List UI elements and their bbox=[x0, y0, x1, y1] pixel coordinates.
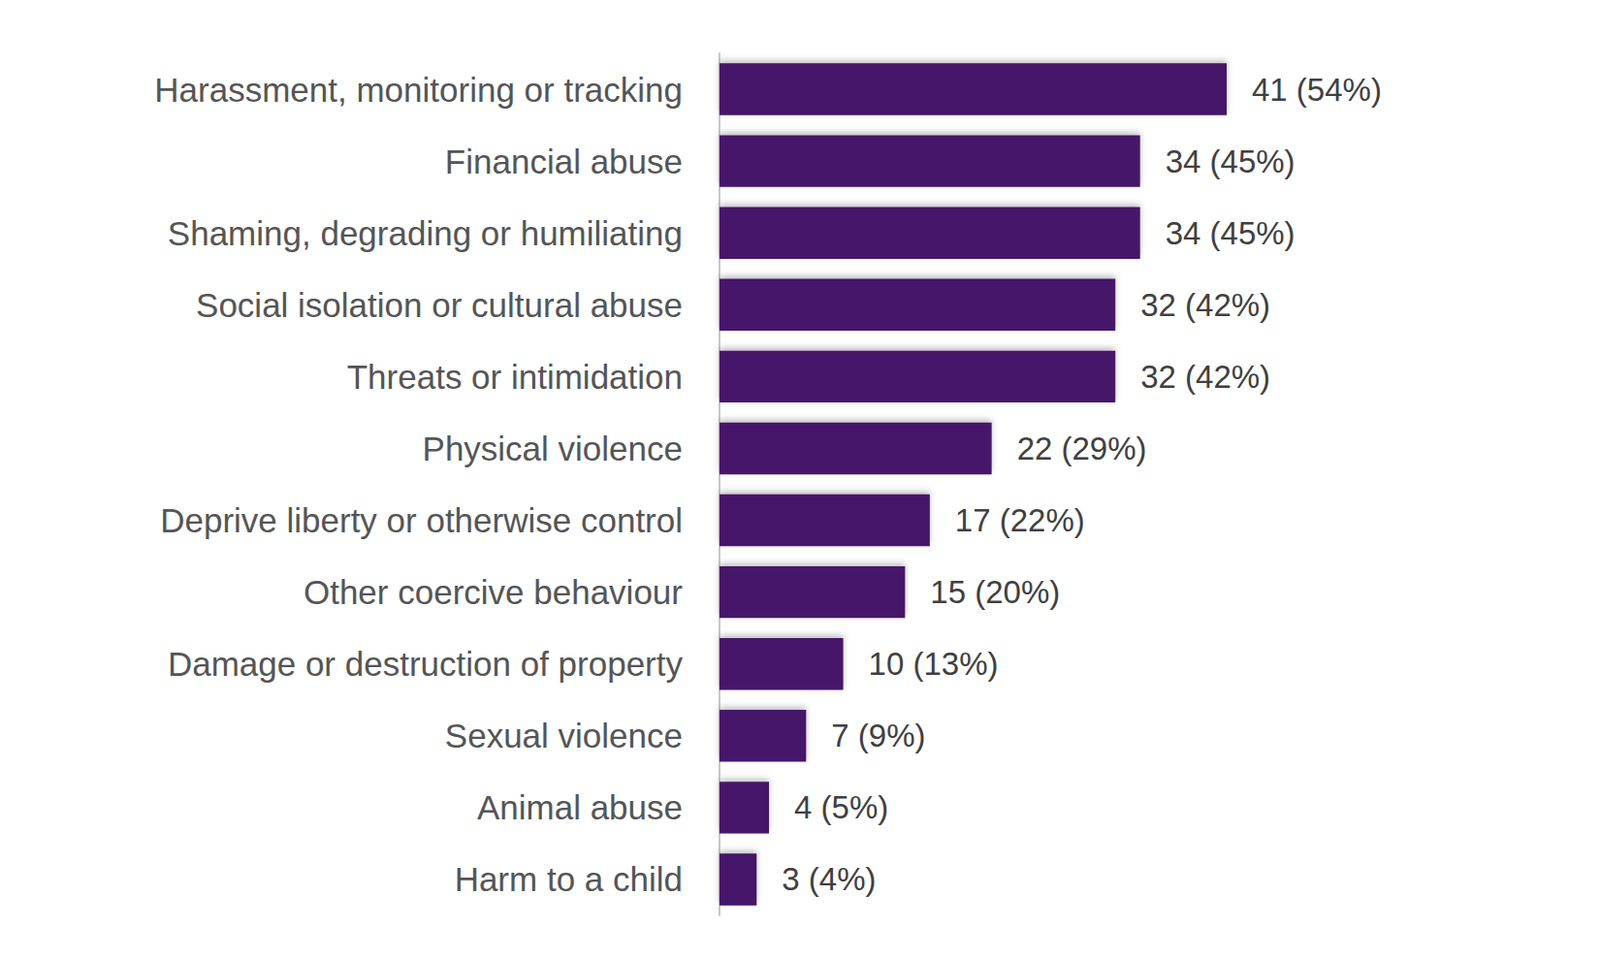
svg-text:32 (42%): 32 (42%) bbox=[1140, 287, 1271, 323]
svg-text:32 (42%): 32 (42%) bbox=[1140, 358, 1271, 395]
svg-text:Damage or destruction of prope: Damage or destruction of property bbox=[167, 644, 684, 683]
svg-text:Sexual violence: Sexual violence bbox=[445, 716, 683, 755]
svg-text:17 (22%): 17 (22%) bbox=[955, 502, 1086, 539]
svg-text:Animal abuse: Animal abuse bbox=[477, 788, 683, 827]
svg-text:22 (29%): 22 (29%) bbox=[1017, 430, 1148, 467]
svg-text:Deprive liberty or otherwise c: Deprive liberty or otherwise control bbox=[160, 501, 683, 540]
svg-text:34 (45%): 34 (45%) bbox=[1165, 143, 1296, 180]
svg-text:Financial abuse: Financial abuse bbox=[445, 142, 683, 181]
svg-text:Social isolation or cultural a: Social isolation or cultural abuse bbox=[195, 286, 683, 324]
svg-text:Threats or intimidation: Threats or intimidation bbox=[347, 357, 683, 396]
svg-text:34 (45%): 34 (45%) bbox=[1165, 215, 1296, 252]
svg-text:Harm to a child: Harm to a child bbox=[454, 860, 683, 898]
svg-text:Other coercive behaviour: Other coercive behaviour bbox=[303, 573, 683, 611]
svg-text:41 (54%): 41 (54%) bbox=[1251, 71, 1382, 108]
svg-text:15 (20%): 15 (20%) bbox=[929, 574, 1060, 610]
svg-text:Harassment, monitoring or trac: Harassment, monitoring or tracking bbox=[154, 70, 683, 109]
svg-text:Physical violence: Physical violence bbox=[422, 429, 683, 468]
svg-text:7 (9%): 7 (9%) bbox=[831, 717, 926, 754]
svg-text:3 (4%): 3 (4%) bbox=[781, 861, 876, 897]
svg-text:10 (13%): 10 (13%) bbox=[868, 645, 999, 682]
svg-text:4 (5%): 4 (5%) bbox=[794, 789, 889, 826]
svg-text:Shaming, degrading or humiliat: Shaming, degrading or humiliating bbox=[167, 214, 683, 253]
